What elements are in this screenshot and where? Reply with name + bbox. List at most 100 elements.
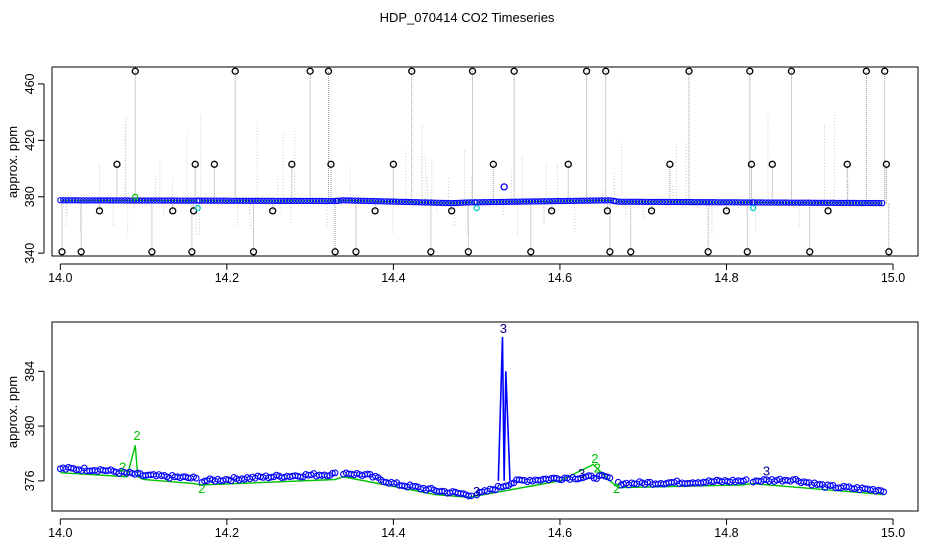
- outlier-point: [824, 207, 832, 215]
- baseline-point: [581, 197, 588, 204]
- baseline-point: [410, 198, 417, 206]
- baseline-point: [855, 199, 863, 207]
- baseline-point: [852, 199, 860, 207]
- baseline-point: [384, 198, 391, 205]
- baseline-point: [740, 199, 748, 206]
- baseline-point: [849, 199, 857, 207]
- baseline-point: [502, 198, 509, 205]
- baseline-point: [873, 199, 880, 207]
- top-y-tick-label: 460: [23, 73, 37, 94]
- baseline-point: [389, 198, 397, 205]
- bottom-y-axis: 376 380 384: [23, 361, 45, 491]
- outlier-point: [58, 248, 66, 256]
- baseline-point: [720, 199, 727, 206]
- baseline-point: [97, 197, 105, 204]
- baseline-point: [601, 197, 609, 204]
- baseline-point: [159, 197, 166, 204]
- baseline-point: [566, 197, 574, 205]
- outlier-point: [527, 248, 535, 256]
- top-y-tick-label: 340: [23, 243, 37, 264]
- baseline-point: [540, 198, 547, 205]
- baseline-point: [185, 197, 192, 204]
- baseline-point: [765, 199, 772, 206]
- baseline-point: [832, 199, 839, 206]
- baseline-point: [165, 197, 172, 204]
- baseline-point: [670, 198, 678, 206]
- baseline-point: [861, 199, 868, 207]
- baseline-point: [635, 198, 643, 205]
- baseline-point: [531, 198, 539, 205]
- baseline-point: [714, 199, 721, 206]
- baseline-point: [737, 199, 745, 206]
- baseline-point: [398, 198, 405, 205]
- bot-x-tick-label: 15.0: [881, 526, 905, 540]
- trend-point: [201, 477, 208, 485]
- baseline-point: [436, 199, 443, 206]
- outlier-point: [885, 248, 893, 256]
- baseline-point: [80, 197, 87, 204]
- top-markers: [58, 67, 893, 256]
- baseline-point: [182, 197, 189, 204]
- cyan-point: [749, 204, 757, 212]
- baseline-point: [210, 197, 218, 204]
- baseline-point: [523, 198, 530, 205]
- baseline-point: [618, 198, 625, 205]
- outlier-point: [464, 248, 472, 256]
- baseline-point: [153, 197, 160, 204]
- trend-point: [412, 482, 419, 490]
- baseline-point: [697, 198, 704, 206]
- baseline-point: [717, 199, 724, 206]
- baseline-point: [794, 199, 801, 206]
- baseline-point: [791, 199, 798, 206]
- top-spike-lines: [61, 71, 890, 252]
- baseline-point: [647, 198, 654, 206]
- baseline-point: [60, 197, 67, 204]
- baseline-point: [774, 199, 781, 206]
- trend-point: [331, 469, 339, 477]
- baseline-point: [445, 199, 452, 207]
- baseline-point: [826, 199, 833, 206]
- baseline-point: [416, 199, 423, 206]
- baseline-point: [734, 199, 742, 206]
- baseline-point: [809, 199, 816, 206]
- baseline-point: [207, 197, 215, 204]
- baseline-point: [462, 199, 469, 206]
- baseline-point: [777, 199, 784, 206]
- top-x-tick-label: 14.4: [381, 271, 405, 285]
- baseline-point: [439, 199, 446, 207]
- baseline-point: [147, 197, 154, 204]
- baseline-point: [560, 197, 568, 205]
- baseline-point: [624, 198, 631, 205]
- baseline-point: [572, 197, 579, 204]
- trend-point: [297, 473, 304, 481]
- outlier-point: [768, 160, 776, 168]
- outlier-point: [806, 248, 814, 256]
- baseline-point: [662, 198, 669, 206]
- baseline-point: [286, 197, 293, 205]
- point-label: 3: [500, 321, 507, 336]
- baseline-point: [705, 199, 713, 206]
- outlier-point: [269, 207, 277, 215]
- outlier-point: [188, 248, 196, 256]
- baseline-point: [304, 197, 311, 205]
- baseline-point: [604, 197, 611, 204]
- outlier-point: [881, 67, 889, 75]
- outlier-point: [148, 248, 156, 256]
- outlier-point: [324, 67, 333, 75]
- baseline-point: [451, 199, 458, 207]
- baseline-point: [838, 199, 845, 207]
- baseline-point: [768, 199, 775, 206]
- baseline-point: [292, 197, 299, 205]
- baseline-point: [421, 199, 429, 206]
- baseline-point: [555, 197, 562, 205]
- baseline-point: [204, 197, 212, 204]
- baseline-point: [354, 197, 362, 204]
- baseline-point: [546, 198, 553, 205]
- baseline-point: [176, 197, 183, 204]
- baseline-point: [112, 197, 119, 204]
- outlier-point: [210, 160, 219, 168]
- green-point: [132, 193, 139, 200]
- baseline-point: [378, 198, 385, 205]
- baseline-point: [756, 199, 763, 206]
